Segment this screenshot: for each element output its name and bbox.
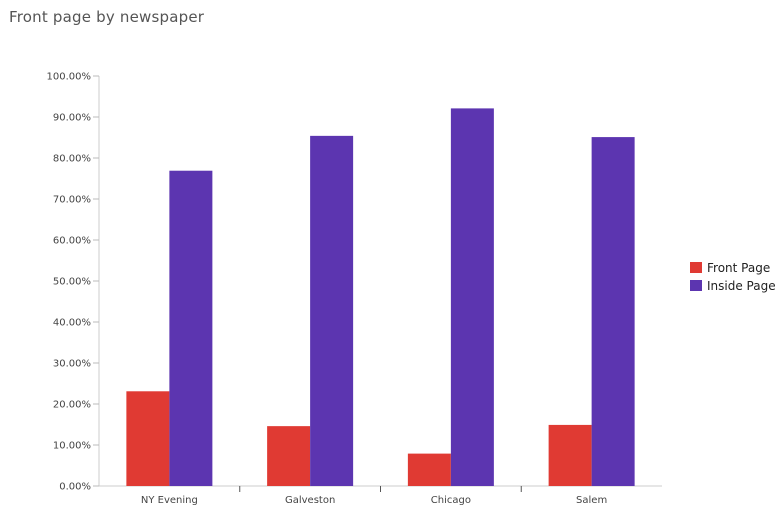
x-tick-label: Chicago (431, 495, 471, 506)
x-tick-label: NY Evening (141, 495, 198, 506)
bar-front-page-salem[interactable] (548, 424, 592, 486)
y-tick-label: 40.00% (53, 318, 91, 329)
bar-front-page-ny-evening[interactable] (126, 391, 170, 486)
x-tick-label: Galveston (285, 495, 335, 506)
legend-swatch[interactable] (690, 262, 702, 273)
x-axis: NY Evening Galveston Chicago Salem (99, 485, 662, 506)
y-tick-label: 100.00% (47, 72, 92, 83)
y-tick-label: 20.00% (53, 400, 91, 411)
legend-swatch[interactable] (690, 280, 702, 291)
y-tick-label: 30.00% (53, 359, 91, 370)
bar-front-page-galveston[interactable] (267, 426, 311, 486)
legend-label[interactable]: Front Page (707, 261, 770, 275)
bar-inside-page-chicago[interactable] (450, 108, 494, 486)
legend-label[interactable]: Inside Page (707, 279, 776, 293)
y-axis: 0.00% 10.00% 20.00% 30.00% 40.00% 50.00% 60.00… (47, 72, 100, 493)
y-tick-label: 60.00% (53, 236, 91, 247)
y-tick-label: 70.00% (53, 195, 91, 206)
x-tick-label: Salem (576, 495, 607, 506)
y-tick-label: 90.00% (53, 113, 91, 124)
bar-inside-page-galveston[interactable] (310, 135, 354, 487)
bar-inside-page-ny-evening[interactable] (169, 170, 213, 486)
y-tick-label: 10.00% (53, 441, 91, 452)
y-tick-label: 80.00% (53, 154, 91, 165)
legend: Front Page Inside Page (690, 261, 776, 293)
chart-title: Front page by newspaper (9, 8, 205, 26)
bar-front-page-chicago[interactable] (407, 453, 451, 486)
bar-inside-page-salem[interactable] (591, 137, 635, 486)
y-tick-label: 0.00% (59, 482, 91, 493)
y-tick-label: 50.00% (53, 277, 91, 288)
bars (126, 108, 635, 487)
